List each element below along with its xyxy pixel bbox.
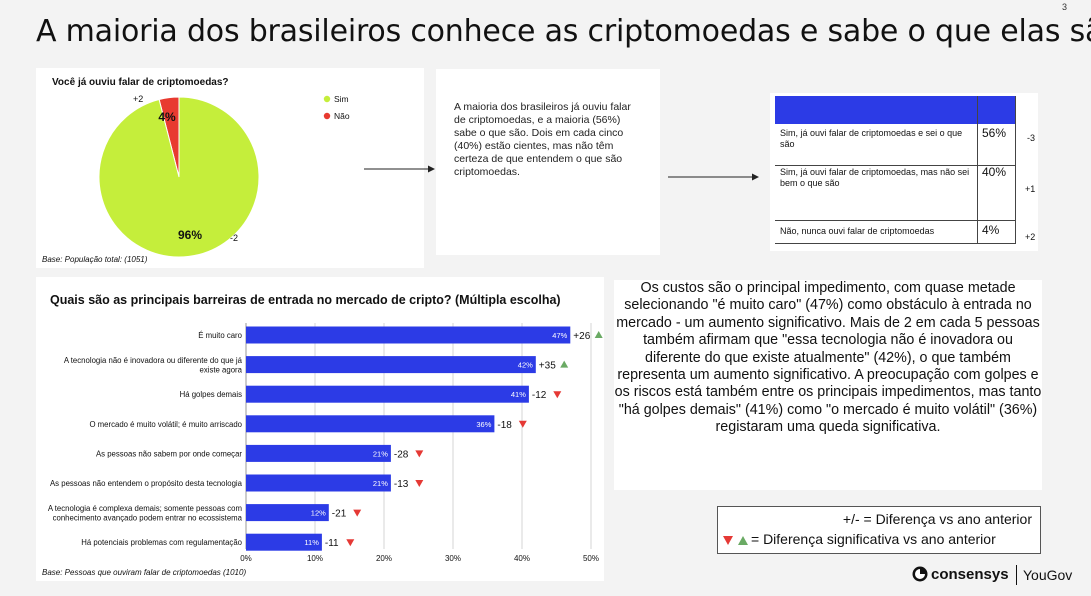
x-tick-label: 30% <box>445 554 461 563</box>
bar <box>246 326 571 344</box>
table-row-change: +2 <box>1025 232 1036 242</box>
change-label: -18 <box>497 420 512 431</box>
bar-value-label: 12% <box>311 509 326 518</box>
category-label: A tecnologia não é inovadora ou diferent… <box>64 356 243 375</box>
down-triangle-icon <box>415 450 424 458</box>
consensys-logo-text: consensys <box>931 566 1009 583</box>
change-label: -13 <box>394 479 409 490</box>
bar <box>246 385 529 403</box>
table-row-label: Sim, já ouvi falar de criptomoedas e sei… <box>780 128 963 149</box>
bar <box>246 474 391 492</box>
x-tick-label: 10% <box>307 554 323 563</box>
legend-swatch-0 <box>323 95 331 103</box>
table-header <box>775 96 1016 124</box>
category-label: A tecnologia é complexa demais; somente … <box>48 504 243 522</box>
down-triangle-icon <box>553 391 562 399</box>
logo-divider <box>1016 565 1017 585</box>
up-triangle-icon <box>594 331 603 338</box>
pie-change-nao: +2 <box>133 94 143 104</box>
bar-chart: Quais são as principais barreiras de ent… <box>48 293 603 563</box>
explanation-panel: Os custos são o principal impedimento, c… <box>614 280 1042 490</box>
consensys-logo: consensys <box>912 566 1009 583</box>
page-title: A maioria dos brasileiros conhece as cri… <box>36 14 1091 49</box>
awareness-table: Sim, já ouvi falar de criptomoedas e sei… <box>770 93 1038 251</box>
bar-value-label: 21% <box>373 479 388 488</box>
category-label: É muito caro <box>198 331 242 340</box>
x-tick-label: 50% <box>583 554 599 563</box>
table-row-label: Sim, já ouvi falar de criptomoedas, mas … <box>780 167 970 188</box>
bar-chart-panel: Quais são as principais barreiras de ent… <box>36 277 604 581</box>
legend-label-0: Sim <box>334 94 349 104</box>
bar <box>246 415 495 433</box>
summary-panel: A maioria dos brasileiros já ouviu falar… <box>436 69 660 255</box>
bar <box>246 444 391 462</box>
legend-difference-line: +/- = Diferença vs ano anterior <box>842 511 1032 527</box>
table-row-label: Não, nunca ouvi falar de criptomoedas <box>780 226 935 236</box>
table-row-value: 56% <box>982 126 1007 140</box>
bar <box>246 533 322 551</box>
pie-change-sim: -2 <box>230 233 238 243</box>
down-triangle-icon <box>415 480 424 487</box>
change-label: +26 <box>573 331 590 342</box>
bar-chart-title: Quais são as principais barreiras de ent… <box>50 293 561 307</box>
bar <box>246 356 536 374</box>
change-label: -28 <box>394 449 409 460</box>
arrow-right-icon <box>668 173 759 181</box>
bar-value-label: 21% <box>373 449 388 458</box>
pie-chart-panel: Você já ouviu falar de criptomoedas? 4% 9… <box>36 68 424 268</box>
yougov-logo: YouGov <box>1023 567 1073 583</box>
category-label: As pessoas não entendem o propósito dest… <box>50 479 243 488</box>
bar-value-label: 36% <box>476 420 491 429</box>
legend-swatch-1 <box>323 112 331 120</box>
pie-slice-sim <box>98 96 260 258</box>
legend-significance-line: = Diferença significativa vs ano anterio… <box>751 531 996 547</box>
legend-label-1: Não <box>334 111 350 121</box>
table-row-change: +1 <box>1025 184 1036 194</box>
bar-value-label: 47% <box>552 331 567 340</box>
arrow-right-icon <box>364 165 435 173</box>
up-triangle-icon <box>560 360 569 368</box>
explanation-text: Os custos são o principal impedimento, c… <box>614 280 1042 436</box>
table-row-change: -3 <box>1027 133 1036 143</box>
table-row-value: 40% <box>982 165 1007 179</box>
change-label: -21 <box>332 509 347 520</box>
significance-legend: +/- = Diferença vs ano anterior = Difere… <box>717 506 1041 554</box>
summary-text: A maioria dos brasileiros já ouviu falar… <box>454 101 631 178</box>
category-label: Há potenciais problemas com regulamentaç… <box>81 538 242 547</box>
down-triangle-icon <box>346 539 355 547</box>
change-label: +35 <box>539 361 556 372</box>
bar <box>246 504 329 522</box>
down-up-triangles-icon <box>723 536 748 545</box>
bar-value-label: 41% <box>511 390 526 399</box>
category-label: As pessoas não sabem por onde começar <box>96 449 242 458</box>
bar-base-note: Base: Pessoas que ouviram falar de cript… <box>42 568 247 577</box>
x-tick-label: 0% <box>240 554 252 563</box>
down-triangle-icon <box>353 509 362 517</box>
pie-label-nao: 4% <box>158 110 176 124</box>
table-row-value: 4% <box>982 223 1000 237</box>
bar-value-label: 42% <box>518 361 533 370</box>
pie-label-sim: 96% <box>178 228 202 242</box>
x-tick-label: 20% <box>376 554 392 563</box>
pie-base-note: Base: População total: (1051) <box>42 255 148 264</box>
bar-value-label: 11% <box>304 538 319 547</box>
consensys-logo-icon <box>912 566 928 582</box>
category-label: Há golpes demais <box>180 390 243 399</box>
category-label: O mercado é muito volátil; é muito arris… <box>89 420 242 429</box>
pie-chart: 4% 96% +2 -2 Sim Não <box>98 94 350 258</box>
pie-question: Você já ouviu falar de criptomoedas? <box>52 77 229 88</box>
change-label: -12 <box>532 390 547 401</box>
down-triangle-icon <box>518 420 527 428</box>
page-number: 3 <box>1062 2 1068 12</box>
x-tick-label: 40% <box>514 554 530 563</box>
change-label: -11 <box>325 538 339 549</box>
